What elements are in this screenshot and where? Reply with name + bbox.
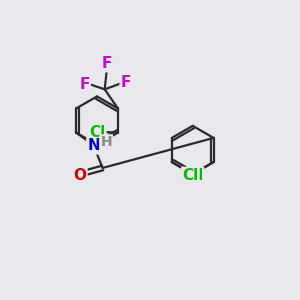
Text: F: F (121, 75, 131, 90)
Text: Cl: Cl (182, 168, 199, 183)
Text: H: H (100, 135, 112, 149)
Text: F: F (102, 56, 112, 71)
Text: Cl: Cl (89, 124, 105, 140)
Text: O: O (74, 168, 86, 183)
Text: N: N (87, 138, 100, 153)
Text: Cl: Cl (187, 168, 203, 183)
Text: F: F (80, 76, 90, 92)
